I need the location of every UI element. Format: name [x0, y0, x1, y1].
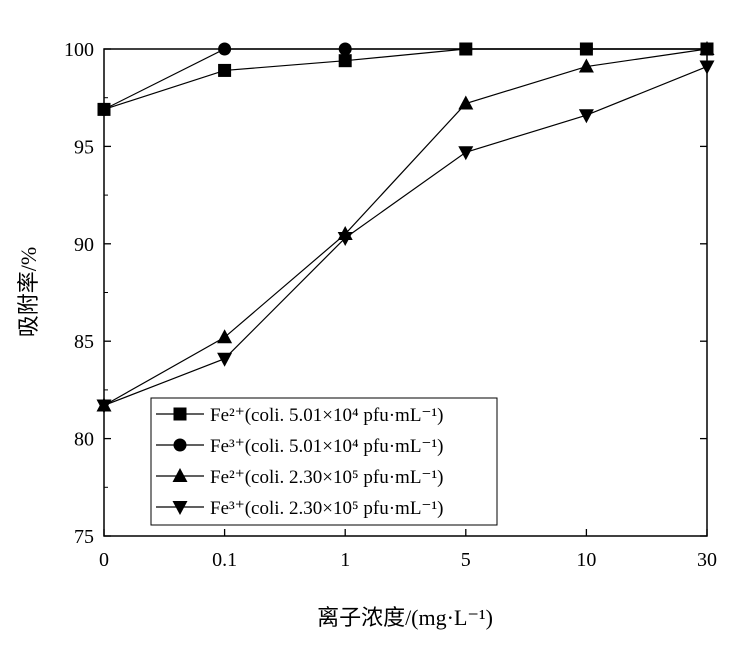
data-point [699, 60, 715, 75]
series-line [103, 65, 708, 407]
data-point [578, 109, 594, 124]
data-point [459, 42, 473, 56]
y-axis-title: 吸附率/% [16, 247, 41, 337]
series-1 [97, 42, 714, 116]
y-tick-label: 75 [74, 526, 94, 548]
legend-marker [172, 468, 188, 482]
legend-label: Fe³⁺(coli. 5.01×10⁴ pfu·mL⁻¹) [210, 436, 443, 457]
series-line [103, 48, 707, 110]
legend-item-4: Fe³⁺(coli. 2.30×10⁵ pfu·mL⁻¹) [156, 498, 443, 519]
series-3 [96, 41, 715, 412]
data-point [217, 352, 233, 367]
x-tick-label: 0.1 [212, 549, 237, 571]
legend-box [150, 397, 498, 526]
data-point [97, 102, 111, 116]
x-axis-title: 离子浓度/(mg·L⁻¹) [317, 605, 493, 630]
y-tick-label: 90 [74, 234, 94, 256]
legend-item-1: Fe²⁺(coli. 5.01×10⁴ pfu·mL⁻¹) [156, 405, 443, 426]
data-point [338, 42, 352, 56]
legend-item-3: Fe²⁺(coli. 2.30×10⁵ pfu·mL⁻¹) [156, 467, 443, 488]
data-point [458, 95, 474, 110]
data-point [458, 146, 474, 161]
series-2 [97, 42, 714, 116]
legend-item-2: Fe³⁺(coli. 5.01×10⁴ pfu·mL⁻¹) [156, 436, 443, 457]
legend: Fe²⁺(coli. 5.01×10⁴ pfu·mL⁻¹) Fe³⁺(coli. … [150, 397, 498, 526]
legend-label: Fe³⁺(coli. 2.30×10⁵ pfu·mL⁻¹) [210, 498, 443, 519]
axis-ticks: 75 80 85 90 95 100 0 0.1 1 5 10 30 [64, 39, 717, 571]
legend-label: Fe²⁺(coli. 2.30×10⁵ pfu·mL⁻¹) [210, 467, 443, 488]
series-line [103, 48, 707, 110]
series-layer [96, 41, 715, 414]
x-tick-label: 30 [697, 549, 717, 571]
legend-marker [173, 438, 187, 452]
series-4 [96, 60, 715, 414]
y-tick-label: 85 [74, 331, 94, 353]
y-tick-label: 80 [74, 429, 94, 451]
data-point [578, 58, 594, 73]
data-point [579, 42, 593, 56]
series-line [103, 48, 708, 407]
x-tick-label: 10 [576, 549, 596, 571]
x-tick-label: 1 [340, 549, 350, 571]
data-point [217, 329, 233, 344]
y-tick-label: 100 [64, 39, 94, 61]
data-point [338, 54, 352, 68]
data-point [218, 42, 232, 56]
legend-marker [172, 501, 188, 515]
data-point [218, 63, 232, 77]
legend-marker [173, 407, 187, 421]
legend-label: Fe²⁺(coli. 5.01×10⁴ pfu·mL⁻¹) [210, 405, 443, 426]
data-point [337, 231, 353, 246]
x-tick-label: 5 [461, 549, 471, 571]
x-tick-label: 0 [99, 549, 109, 571]
data-point [96, 399, 112, 414]
data-point [699, 41, 715, 55]
y-tick-label: 95 [74, 136, 94, 158]
